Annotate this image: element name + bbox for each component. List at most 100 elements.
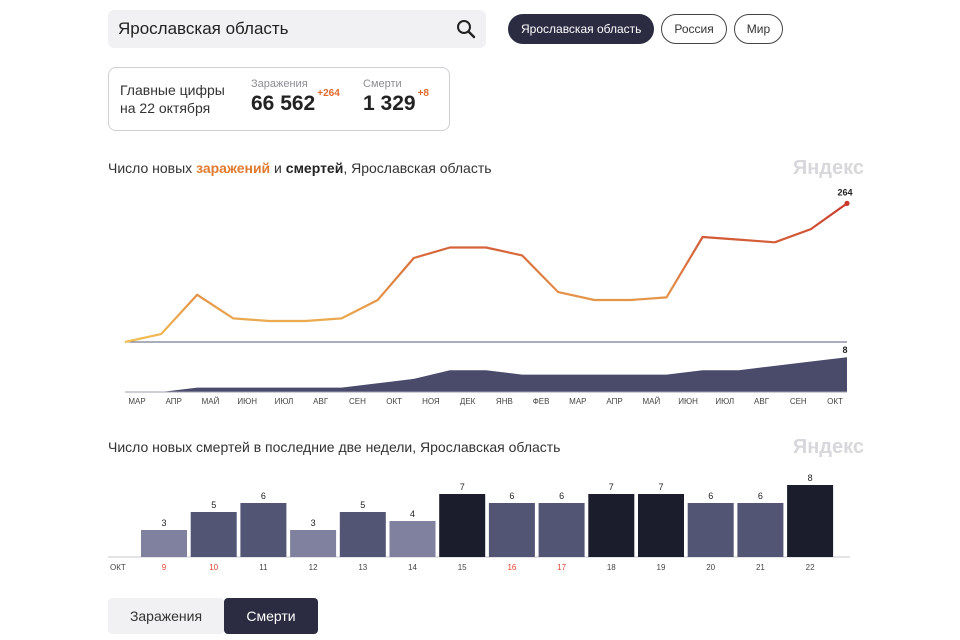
- death-bar: [290, 530, 337, 557]
- key-figures-date: на 22 октября: [120, 100, 211, 116]
- death-bar: [588, 494, 635, 557]
- chart1-watermark: Яндекс: [792, 157, 864, 179]
- bar-value-label: 6: [559, 491, 564, 501]
- two-week-deaths-chart: ОКТ 3 9 5 10 6 11 3 12 5 13 4 14 7 15 6 16 6 17 7 18 7 19 6 20 6 2…: [108, 473, 850, 572]
- tab-world[interactable]: Мир: [733, 14, 784, 44]
- death-bar: [240, 503, 287, 557]
- month-label: ОКТ: [110, 563, 126, 572]
- bar-value-label: 7: [658, 482, 663, 492]
- metric-tabs: Заражения Смерти: [108, 598, 318, 634]
- x-tick-label: ФЕВ: [533, 397, 550, 406]
- key-figures-title: Главные цифры на 22 октября: [120, 81, 225, 117]
- x-tick-label: АВГ: [313, 397, 329, 406]
- infections-label: Заражения: [251, 78, 308, 90]
- day-tick-label: 14: [408, 563, 417, 572]
- deaths-last-label: 8: [842, 345, 847, 355]
- infections-line: [124, 202, 848, 344]
- infections-total: 66 562: [251, 92, 316, 115]
- bar-value-label: 3: [161, 518, 166, 528]
- day-tick-label: 19: [657, 563, 666, 572]
- bar-value-label: 4: [410, 509, 415, 519]
- chart1-title-infections: заражений: [196, 160, 271, 176]
- bar-value-label: 5: [360, 500, 365, 510]
- infections-delta: +264: [317, 88, 340, 99]
- day-tick-label: 20: [706, 563, 715, 572]
- x-tick-label: СЕН: [349, 397, 366, 406]
- search-input[interactable]: [108, 10, 448, 48]
- death-bar: [638, 494, 684, 557]
- x-tick-label: ОКТ: [827, 397, 843, 406]
- chart1-title-prefix: Число новых: [108, 160, 197, 176]
- day-tick-label: 12: [309, 563, 318, 572]
- x-tick-label: АПР: [166, 397, 182, 406]
- death-bar: [787, 485, 834, 557]
- x-tick-label: ЯНВ: [496, 397, 513, 406]
- x-tick-label: ДЕК: [460, 397, 476, 406]
- death-bar: [389, 521, 436, 557]
- deaths-total: 1 329: [363, 92, 416, 115]
- x-tick-label: МАР: [128, 397, 145, 406]
- deaths-value: 1 329 +8: [363, 88, 429, 116]
- search-icon[interactable]: [456, 19, 476, 39]
- day-tick-label: 9: [162, 563, 167, 572]
- chart1-title-middle: и: [270, 160, 286, 176]
- tab-yaroslavl-region[interactable]: Ярославская область: [508, 14, 655, 44]
- day-tick-label: 15: [458, 563, 467, 572]
- day-tick-label: 10: [209, 563, 218, 572]
- death-bar: [439, 494, 486, 557]
- bar-value-label: 6: [708, 491, 713, 501]
- x-tick-label: НОЯ: [422, 397, 440, 406]
- tab-russia[interactable]: Россия: [661, 14, 727, 44]
- day-tick-label: 13: [358, 563, 367, 572]
- day-tick-label: 11: [259, 563, 268, 572]
- deaths-area: [125, 357, 847, 392]
- chart1-title: Число новых заражений и смертей, Ярослав…: [108, 160, 492, 176]
- region-tabs: Ярославская область Россия Мир: [508, 14, 784, 44]
- tab-infections[interactable]: Заражения: [108, 598, 224, 634]
- x-tick-label: СЕН: [790, 397, 807, 406]
- x-tick-label: ИЮЛ: [715, 397, 734, 406]
- x-tick-label: МАР: [569, 397, 586, 406]
- day-tick-label: 17: [557, 563, 566, 572]
- deaths-stat: Смерти 1 329 +8: [363, 78, 429, 116]
- bar-value-label: 7: [609, 482, 614, 492]
- day-tick-label: 21: [756, 563, 765, 572]
- death-bar: [190, 512, 237, 557]
- tab-deaths[interactable]: Смерти: [224, 598, 318, 634]
- key-figures-card: Главные цифры на 22 октября Заражения 66…: [108, 67, 450, 131]
- chart1-title-suffix: , Ярославская область: [343, 160, 492, 176]
- death-bar: [339, 512, 386, 557]
- x-tick-label: ИЮЛ: [275, 397, 294, 406]
- day-tick-label: 18: [607, 563, 616, 572]
- deaths-delta: +8: [417, 88, 429, 99]
- bar-value-label: 6: [261, 491, 266, 501]
- chart2-watermark: Яндекс: [792, 436, 864, 458]
- bar-value-label: 8: [808, 473, 813, 483]
- bar-value-label: 6: [509, 491, 514, 501]
- chart1-title-deaths: смертей: [285, 160, 344, 176]
- x-tick-label: ИЮН: [237, 397, 257, 406]
- infections-stat: Заражения 66 562 +264: [251, 78, 340, 116]
- x-tick-label: АВГ: [754, 397, 770, 406]
- chart2-title: Число новых смертей в последние две неде…: [108, 439, 561, 455]
- death-bar: [687, 503, 734, 557]
- death-bar: [488, 503, 535, 557]
- bar-value-label: 7: [460, 482, 465, 492]
- infections-value: 66 562 +264: [251, 88, 340, 116]
- bar-value-label: 6: [758, 491, 763, 501]
- x-tick-label: ОКТ: [386, 397, 402, 406]
- infections-deaths-chart: 264 8 МАР АПР МАЙ ИЮН ИЮЛ АВГ СЕН ОКТ НОЯ ДЕК ЯНВ ФЕВ…: [124, 187, 853, 406]
- bar-value-label: 5: [211, 500, 216, 510]
- search-box[interactable]: [108, 10, 486, 48]
- x-tick-label: АПР: [606, 397, 622, 406]
- x-tick-label: МАЙ: [202, 397, 220, 406]
- death-bar: [538, 503, 585, 557]
- death-bar: [141, 530, 187, 557]
- infections-point: [844, 200, 850, 206]
- day-tick-label: 22: [806, 563, 815, 572]
- day-tick-label: 16: [507, 563, 516, 572]
- key-figures-title-line1: Главные цифры: [120, 82, 225, 98]
- x-tick-label: ИЮН: [678, 397, 698, 406]
- bar-value-label: 3: [311, 518, 316, 528]
- death-bar: [737, 503, 784, 557]
